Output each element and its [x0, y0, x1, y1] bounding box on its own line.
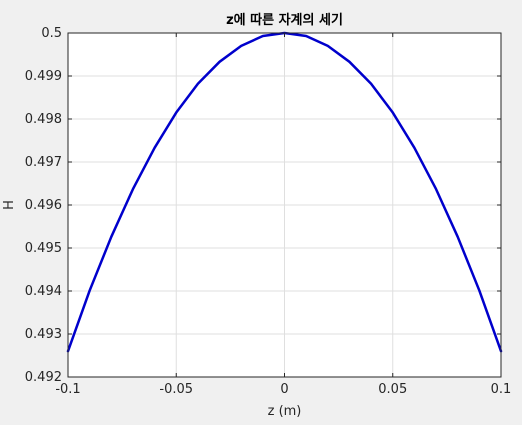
- y-axis-label: H: [2, 200, 17, 210]
- y-tick-label: 0.497: [25, 155, 62, 170]
- x-tick-label: -0.1: [55, 382, 80, 397]
- y-tick-label: 0.495: [25, 241, 62, 256]
- y-tick-label: 0.496: [25, 198, 62, 213]
- y-tick-label: 0.5: [41, 26, 62, 41]
- ticks: -0.1 -0.05 0 0.05 0.1 0.492 0.493 0.494 0.495 0.4…: [25, 26, 512, 397]
- y-tick-label: 0.492: [25, 370, 62, 385]
- y-tick-label: 0.499: [25, 69, 62, 84]
- x-tick-label: -0.05: [159, 382, 193, 397]
- y-tick-label: 0.498: [25, 112, 62, 127]
- y-tick-label: 0.494: [25, 284, 62, 299]
- x-tick-label: 0.1: [491, 382, 512, 397]
- chart-title: z에 따른 자계의 세기: [226, 12, 343, 28]
- x-tick-label: 0.05: [378, 382, 407, 397]
- y-tick-label: 0.493: [25, 327, 62, 342]
- x-axis-label: z (m): [268, 404, 302, 419]
- x-tick-label: 0: [280, 382, 288, 397]
